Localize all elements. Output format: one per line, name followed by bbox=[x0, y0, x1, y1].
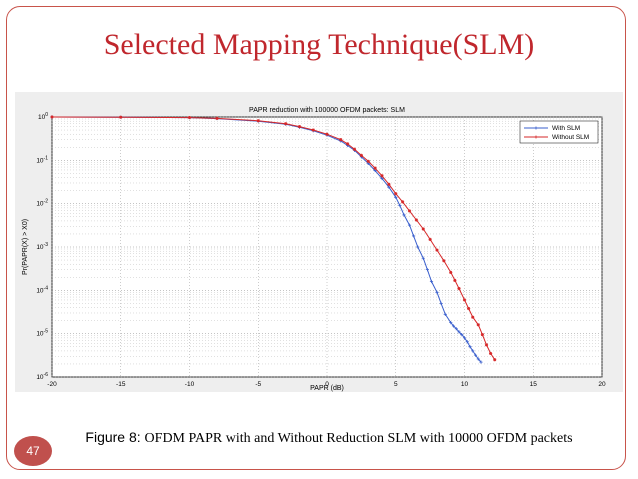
series-layer bbox=[50, 115, 497, 364]
x-tick-label: -5 bbox=[255, 381, 261, 388]
data-point-with-slm bbox=[451, 324, 456, 328]
data-point-without-slm bbox=[380, 174, 384, 178]
data-point-with-slm bbox=[462, 336, 467, 340]
x-tick-label: 10 bbox=[461, 381, 469, 388]
data-point-without-slm bbox=[215, 116, 219, 120]
data-point-without-slm bbox=[414, 218, 418, 222]
y-tick-label: 10-1 bbox=[36, 155, 48, 164]
data-point-without-slm bbox=[346, 142, 350, 146]
caption-lead: Figure 8: bbox=[85, 429, 145, 445]
data-point-with-slm bbox=[429, 279, 434, 284]
data-point-without-slm bbox=[476, 323, 480, 327]
grid-layer bbox=[51, 116, 603, 378]
data-point-without-slm bbox=[467, 306, 471, 311]
data-point-with-slm bbox=[439, 301, 443, 305]
data-point-without-slm bbox=[284, 122, 288, 126]
y-tick-label: 10-6 bbox=[36, 372, 48, 381]
data-point-without-slm bbox=[407, 209, 412, 213]
data-point-without-slm bbox=[493, 358, 497, 362]
y-tick-label: 10-4 bbox=[36, 285, 48, 294]
series-line-without-slm bbox=[51, 116, 496, 361]
data-point-without-slm bbox=[339, 138, 343, 142]
data-point-without-slm bbox=[453, 278, 457, 282]
slide-border bbox=[6, 6, 626, 470]
data-point-without-slm bbox=[457, 286, 461, 291]
data-point-without-slm bbox=[462, 298, 467, 302]
y-tick-label: 10-5 bbox=[36, 329, 48, 338]
data-point-without-slm bbox=[394, 192, 398, 196]
x-tick-label: 15 bbox=[530, 381, 538, 388]
data-point-with-slm bbox=[476, 357, 480, 361]
y-tick-label: 10-3 bbox=[36, 242, 48, 251]
data-point-with-slm bbox=[425, 268, 429, 272]
data-point-without-slm bbox=[387, 182, 391, 186]
data-point-with-slm bbox=[387, 185, 391, 189]
legend-label: With SLM bbox=[552, 125, 580, 132]
data-point-without-slm bbox=[366, 159, 370, 163]
data-point-with-slm bbox=[394, 195, 398, 199]
page-number-badge: 47 bbox=[14, 436, 52, 466]
data-point-without-slm bbox=[325, 132, 329, 136]
x-tick-label: -10 bbox=[185, 381, 195, 388]
legend: With SLM Without SLM bbox=[519, 120, 599, 144]
data-point-without-slm bbox=[428, 237, 432, 241]
data-point-with-slm bbox=[449, 321, 453, 325]
x-tick-label: -15 bbox=[116, 381, 126, 388]
data-point-with-slm bbox=[398, 204, 402, 208]
caption-text: OFDM PAPR with and Without Reduction SLM… bbox=[144, 431, 573, 446]
data-point-with-slm bbox=[435, 290, 439, 294]
data-point-with-slm bbox=[468, 345, 472, 349]
data-point-with-slm bbox=[443, 312, 447, 316]
data-point-without-slm bbox=[435, 248, 439, 252]
figure-panel: PAPR reduction with 100000 OFDM packets:… bbox=[15, 92, 623, 392]
data-point-without-slm bbox=[50, 115, 54, 119]
data-point-with-slm bbox=[465, 340, 469, 344]
data-point-with-slm bbox=[479, 360, 483, 364]
data-point-with-slm bbox=[412, 234, 416, 238]
figure-caption: Figure 8: OFDM PAPR with and Without Red… bbox=[40, 428, 618, 448]
data-point-without-slm bbox=[489, 351, 493, 356]
y-tick-label: 10-2 bbox=[36, 199, 48, 208]
data-point-with-slm bbox=[471, 349, 475, 353]
data-point-without-slm bbox=[373, 166, 377, 170]
data-point-with-slm bbox=[460, 333, 464, 337]
y-tick-label: 100 bbox=[38, 112, 48, 121]
slide-title: Selected Mapping Technique(SLM) bbox=[103, 28, 535, 61]
x-tick-label: 5 bbox=[394, 381, 398, 388]
data-point-without-slm bbox=[471, 315, 475, 319]
data-point-with-slm bbox=[380, 176, 384, 181]
x-tick-label: 0 bbox=[325, 381, 329, 388]
data-point-without-slm bbox=[449, 270, 453, 274]
data-point-without-slm bbox=[119, 115, 123, 119]
data-point-without-slm bbox=[480, 333, 484, 337]
data-point-without-slm bbox=[359, 153, 363, 157]
legend-label: Without SLM bbox=[552, 134, 589, 141]
data-point-without-slm bbox=[311, 128, 315, 132]
legend-marker bbox=[534, 135, 538, 139]
data-point-without-slm bbox=[352, 147, 357, 151]
data-point-without-slm bbox=[187, 115, 192, 120]
chart-title: PAPR reduction with 100000 OFDM packets:… bbox=[249, 107, 405, 114]
data-point-without-slm bbox=[442, 259, 446, 263]
data-point-with-slm bbox=[454, 327, 458, 331]
data-point-with-slm bbox=[416, 245, 420, 249]
data-point-with-slm bbox=[457, 330, 461, 334]
data-point-with-slm bbox=[407, 223, 412, 227]
x-axis-label: PAPR (dB) bbox=[310, 385, 344, 392]
data-point-without-slm bbox=[401, 200, 405, 204]
data-point-without-slm bbox=[297, 125, 302, 129]
y-axis-label: Pr(PAPR(X) > X0) bbox=[22, 219, 29, 275]
data-point-without-slm bbox=[484, 343, 489, 347]
x-tick-label: -20 bbox=[47, 381, 57, 388]
tick-layer: -20 -15 -10 -5 0 5 10 15 20 100 10-1 10-2 10-3 10-4 10… bbox=[36, 112, 606, 388]
data-point-with-slm bbox=[473, 353, 478, 357]
data-point-without-slm bbox=[421, 227, 425, 231]
data-point-with-slm bbox=[402, 213, 406, 217]
data-point-without-slm bbox=[256, 119, 260, 123]
x-tick-label: 20 bbox=[598, 381, 606, 388]
data-point-with-slm bbox=[421, 256, 425, 260]
papr-chart: PAPR reduction with 100000 OFDM packets:… bbox=[22, 107, 606, 392]
legend-marker bbox=[534, 126, 538, 130]
